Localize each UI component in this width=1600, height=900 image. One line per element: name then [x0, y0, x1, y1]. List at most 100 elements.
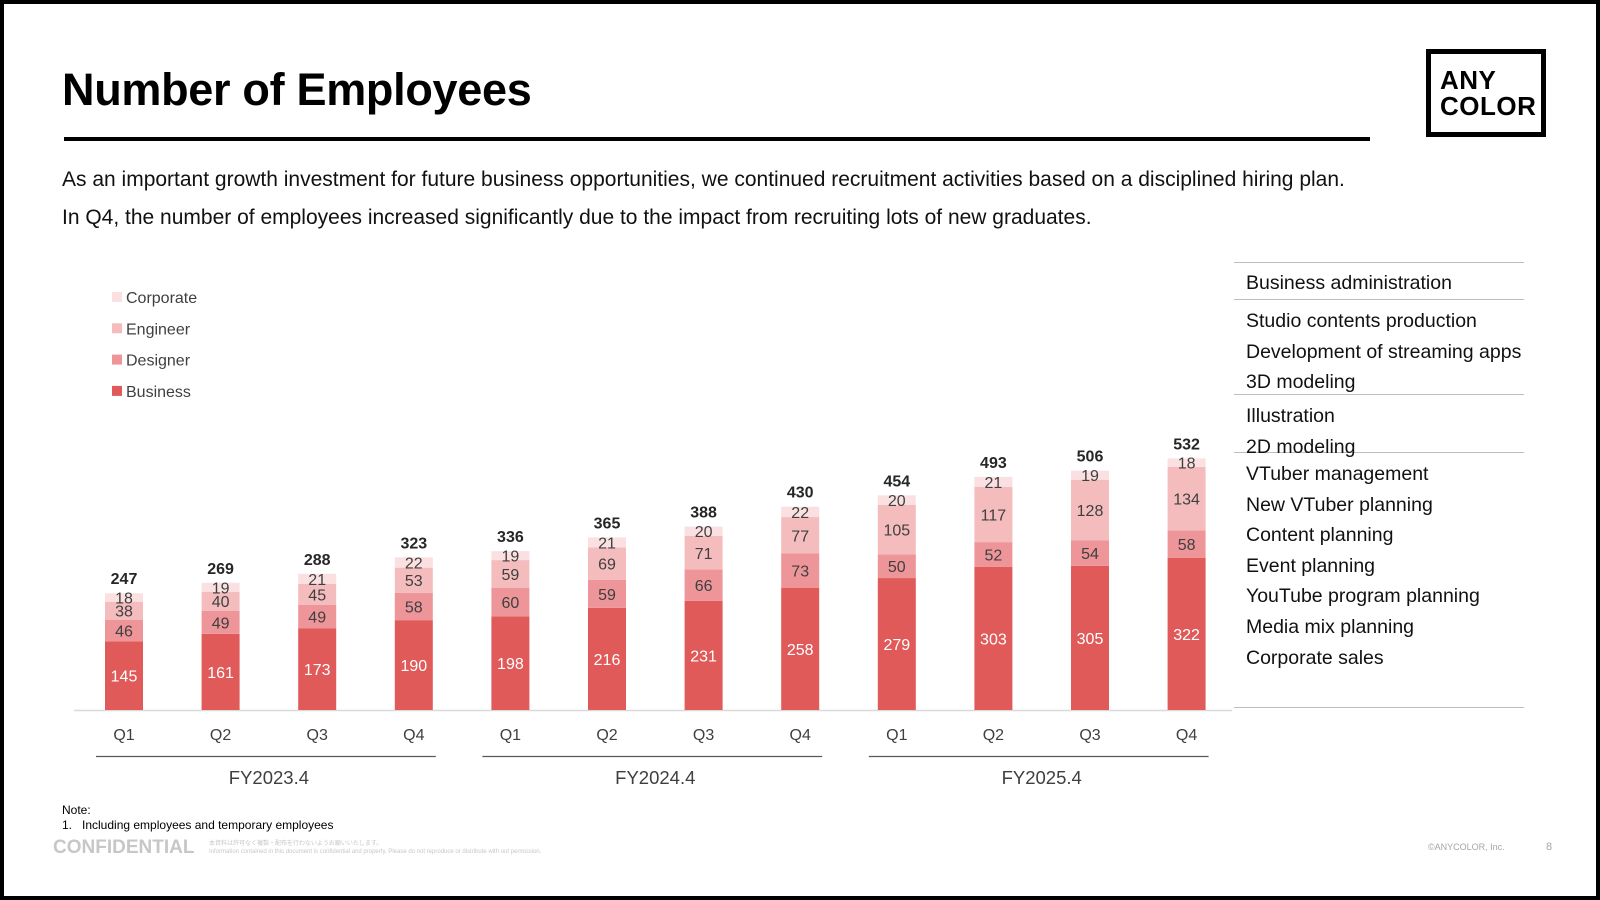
fiscal-year-label: FY2023.4	[229, 767, 309, 788]
bar-segment-business	[781, 587, 820, 710]
data-label-business: 258	[787, 642, 814, 659]
bar-segment-engineer	[105, 601, 143, 620]
data-label-engineer: 40	[212, 594, 230, 611]
data-label-business: 161	[207, 665, 234, 682]
bar-segment-designer	[394, 592, 433, 621]
x-tick-label: Q3	[693, 727, 714, 744]
data-label-corporate: 19	[1081, 468, 1099, 485]
data-label-engineer: 38	[115, 604, 133, 621]
bar-segment-corporate	[1167, 458, 1206, 467]
bar-segment-business	[588, 607, 626, 710]
data-label-business: 173	[304, 662, 331, 679]
legend-swatch-engineer	[112, 323, 122, 334]
bar-segment-engineer	[588, 547, 626, 580]
note-heading: Note:	[62, 803, 91, 817]
department-item: Illustration	[1246, 405, 1335, 427]
data-label-designer: 54	[1081, 546, 1099, 563]
total-label: 288	[304, 552, 331, 569]
legend-label-corporate: Corporate	[126, 290, 197, 307]
total-label: 269	[207, 561, 234, 578]
data-label-corporate: 19	[212, 580, 230, 597]
data-label-designer: 66	[695, 578, 713, 595]
bar-segment-business	[877, 578, 916, 710]
bar-segment-engineer	[781, 517, 820, 554]
data-label-designer: 58	[405, 599, 423, 616]
department-divider	[1234, 707, 1524, 708]
bar-segment-corporate	[394, 557, 433, 568]
x-tick-label: Q4	[403, 727, 424, 744]
data-label-business: 190	[400, 658, 427, 675]
bar-segment-corporate	[105, 593, 143, 602]
x-tick-label: Q3	[1079, 727, 1100, 744]
data-label-designer: 58	[1178, 537, 1196, 554]
data-label-corporate: 20	[695, 524, 713, 541]
x-tick-label: Q1	[500, 727, 521, 744]
bar-segment-engineer	[201, 591, 240, 611]
bar-segment-designer	[974, 542, 1013, 567]
bar-segment-corporate	[684, 526, 723, 536]
data-label-designer: 59	[598, 587, 616, 604]
bar-segment-engineer	[877, 504, 916, 555]
department-item: Studio contents production	[1246, 310, 1477, 332]
fine-print-japanese: 本資料は許可なく複製・配布を行わないようお願いいたします。	[209, 841, 383, 847]
bar-segment-business	[394, 620, 433, 710]
bar-segment-designer	[781, 553, 820, 588]
data-label-corporate: 20	[888, 493, 906, 510]
data-label-engineer: 71	[695, 546, 713, 563]
intro-line-2: In Q4, the number of employees increased…	[62, 206, 1092, 229]
bar-segment-designer	[105, 619, 143, 642]
total-label: 247	[111, 571, 138, 588]
bar-segment-engineer	[1167, 466, 1206, 531]
bar-segment-corporate	[781, 506, 820, 518]
department-item: New VTuber planning	[1246, 493, 1433, 516]
data-label-designer: 50	[888, 559, 906, 576]
copyright: ©ANYCOLOR, Inc.	[1428, 842, 1505, 852]
data-label-business: 322	[1173, 627, 1200, 644]
bar-segment-business	[105, 641, 143, 710]
department-divider	[1234, 299, 1524, 300]
legend-label-designer: Designer	[126, 353, 191, 370]
anycolor-logo: ANY COLOR	[1426, 49, 1546, 137]
department-divider	[1234, 394, 1524, 395]
bar-segment-engineer	[298, 583, 337, 606]
data-label-business: 216	[594, 652, 621, 669]
data-label-business: 145	[111, 669, 138, 686]
total-label: 430	[787, 485, 814, 502]
legend-label-business: Business	[126, 384, 191, 401]
total-label: 506	[1077, 449, 1104, 466]
department-item: Media mix planning	[1246, 616, 1415, 638]
data-label-corporate: 21	[598, 535, 616, 552]
department-item: VTuber management	[1246, 463, 1429, 485]
x-tick-label: Q1	[113, 727, 134, 744]
data-label-corporate: 22	[791, 505, 809, 522]
x-tick-label: Q4	[1176, 727, 1197, 744]
x-tick-label: Q3	[307, 727, 328, 744]
data-label-engineer: 128	[1077, 503, 1104, 520]
bar-segment-designer	[684, 569, 723, 601]
bar-segment-corporate	[491, 551, 530, 561]
bar-segment-corporate	[588, 537, 626, 548]
slide: Number of Employees ANY COLOR As an impo…	[4, 4, 1596, 896]
bar-segment-corporate	[201, 582, 240, 592]
bar-segment-business	[298, 628, 337, 710]
total-label: 388	[690, 505, 717, 522]
x-tick-label: Q2	[983, 727, 1004, 744]
total-label: 493	[980, 455, 1007, 472]
total-label: 532	[1173, 436, 1200, 453]
department-item: Content planning	[1246, 524, 1394, 547]
x-tick-label: Q4	[790, 727, 811, 744]
legend-label-engineer: Engineer	[126, 321, 191, 338]
legend-swatch-designer	[112, 354, 122, 365]
data-label-designer: 60	[502, 595, 520, 612]
fiscal-year-label: FY2025.4	[1002, 767, 1082, 788]
data-label-designer: 52	[985, 547, 1003, 564]
data-label-engineer: 59	[502, 567, 520, 584]
data-label-business: 231	[690, 648, 717, 665]
data-label-designer: 49	[308, 610, 326, 627]
x-tick-label: Q2	[596, 727, 617, 744]
bar-segment-business	[974, 566, 1013, 710]
employee-stacked-bar-chart: 145463818247Q1161494019269Q2173494521288…	[74, 290, 1232, 788]
department-item: 2D modeling	[1246, 435, 1356, 458]
bar-segment-engineer	[684, 535, 723, 570]
footnote: Note: 1. Including employees and tempora…	[62, 803, 333, 833]
